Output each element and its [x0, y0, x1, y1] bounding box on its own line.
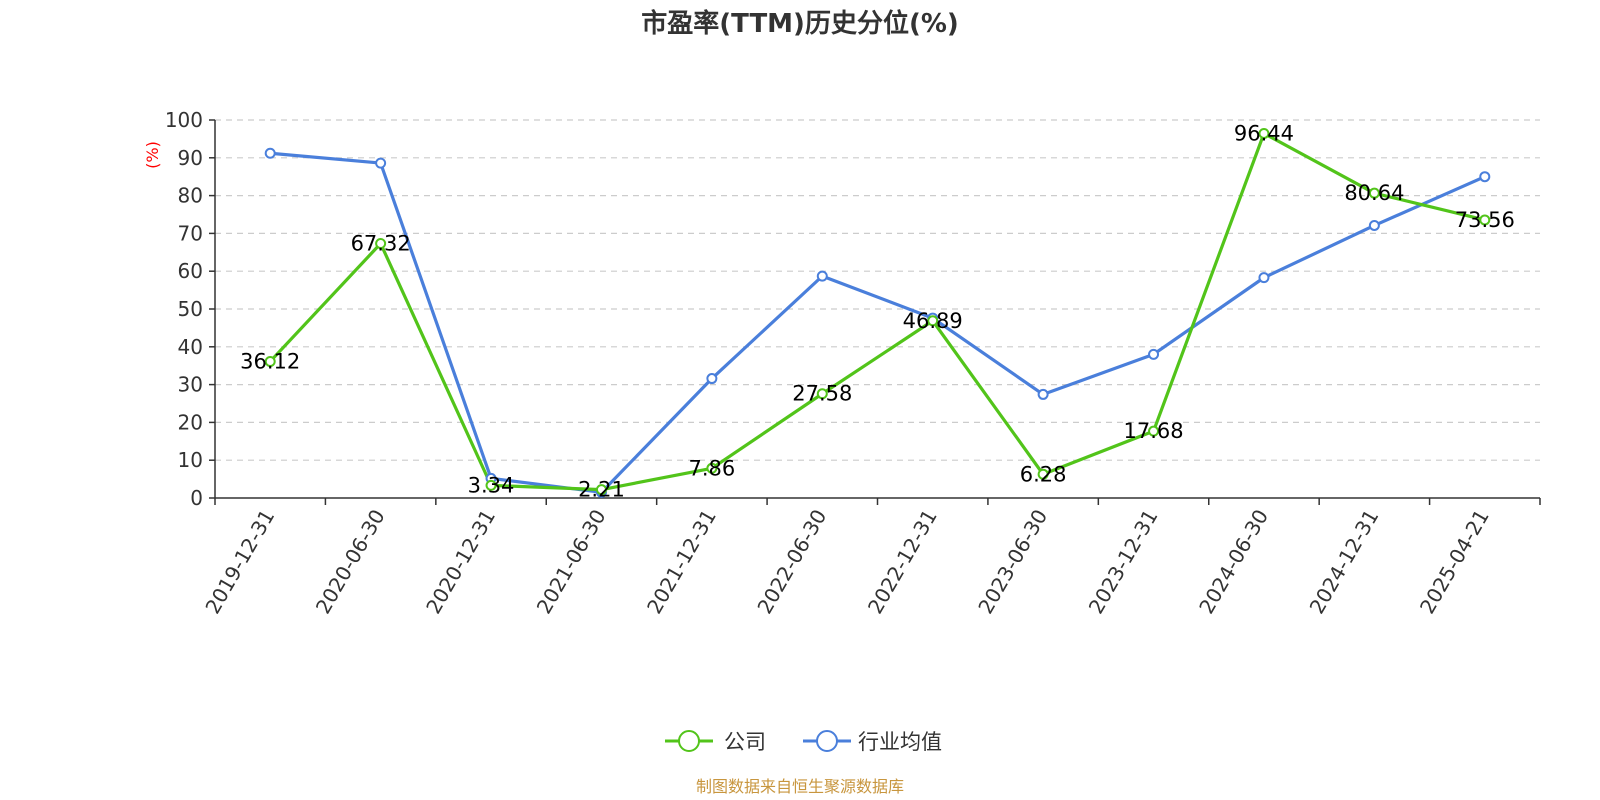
x-tick-label: 2020-12-31	[421, 505, 500, 618]
x-tick-label: 2020-06-30	[311, 505, 390, 618]
axes: 0 10 20 30 40 50 60 70 80 90 100 2019-12-31 2020-06-…	[165, 108, 1541, 618]
data-label: 96.44	[1234, 121, 1294, 145]
data-label: 80.64	[1344, 181, 1404, 205]
x-tick-label: 2025-04-21	[1415, 505, 1494, 618]
data-point	[1479, 214, 1491, 226]
data-label: 17.68	[1123, 419, 1183, 443]
data-point	[1258, 272, 1270, 284]
legend[interactable]: 公司 行业均值	[665, 730, 942, 754]
data-point	[375, 157, 387, 169]
data-point	[264, 355, 276, 367]
data-point	[1148, 348, 1160, 360]
x-tick-label: 2022-06-30	[752, 505, 831, 618]
data-point	[1148, 425, 1160, 437]
data-label: 2.21	[578, 478, 625, 502]
data-label: 7.86	[688, 456, 735, 480]
data-label: 73.56	[1455, 208, 1515, 232]
x-tick-label: 2021-06-30	[532, 505, 611, 618]
data-label: 3.34	[468, 473, 515, 497]
y-tick-label: 0	[190, 486, 203, 510]
y-tick-label: 60	[178, 259, 203, 283]
y-tick-label: 40	[178, 335, 203, 359]
data-point	[485, 479, 497, 491]
y-tick-label: 10	[178, 448, 203, 472]
series-lines	[269, 131, 1486, 494]
data-point	[375, 238, 387, 250]
data-labels: 36.12 67.32 3.34 2.21 7.86 27.58 46.89 6.28 17.6…	[240, 121, 1515, 501]
data-label: 6.28	[1020, 462, 1067, 486]
y-tick-label: 30	[178, 373, 203, 397]
x-tick-label: 2021-12-31	[642, 505, 721, 618]
data-point	[1037, 468, 1049, 480]
data-point	[595, 484, 607, 496]
legend-label: 行业均值	[858, 730, 942, 754]
series-line	[270, 151, 1486, 494]
data-point	[1479, 171, 1491, 183]
data-point	[1368, 219, 1380, 231]
data-point	[816, 388, 828, 400]
series-points	[264, 127, 1491, 498]
y-tick-label: 80	[178, 184, 203, 208]
y-tick-label: 50	[178, 297, 203, 321]
y-tick-label: 90	[178, 146, 203, 170]
grid-lines	[215, 119, 1540, 461]
y-tick-label: 70	[178, 221, 203, 245]
legend-marker	[816, 730, 838, 752]
x-tick-label: 2024-12-31	[1305, 505, 1384, 618]
x-tick-label: 2024-06-30	[1194, 505, 1273, 618]
data-point	[816, 270, 828, 282]
data-point	[1037, 388, 1049, 400]
chart-title: 市盈率(TTM)历史分位(%)	[641, 8, 959, 39]
data-point	[706, 462, 718, 474]
data-point	[1368, 187, 1380, 199]
x-tick-label: 2022-12-31	[863, 505, 942, 618]
data-point	[927, 315, 939, 327]
data-point	[264, 147, 276, 159]
source-note: 制图数据来自恒生聚源数据库	[696, 777, 904, 796]
data-label: 27.58	[792, 382, 852, 406]
x-tick-label: 2023-12-31	[1084, 505, 1163, 618]
series-line	[269, 131, 1486, 492]
data-label: 67.32	[351, 232, 411, 256]
y-axis-unit-label: (%)	[143, 141, 162, 169]
legend-marker	[678, 730, 700, 752]
y-tick-label: 20	[178, 410, 203, 434]
legend-label: 公司	[724, 730, 766, 754]
data-point	[706, 373, 718, 385]
y-tick-label: 100	[165, 108, 203, 132]
x-tick-label: 2019-12-31	[200, 505, 279, 618]
x-tick-label: 2023-06-30	[973, 505, 1052, 618]
data-point	[1258, 127, 1270, 139]
data-label: 36.12	[240, 349, 300, 373]
data-label: 46.89	[903, 309, 963, 333]
